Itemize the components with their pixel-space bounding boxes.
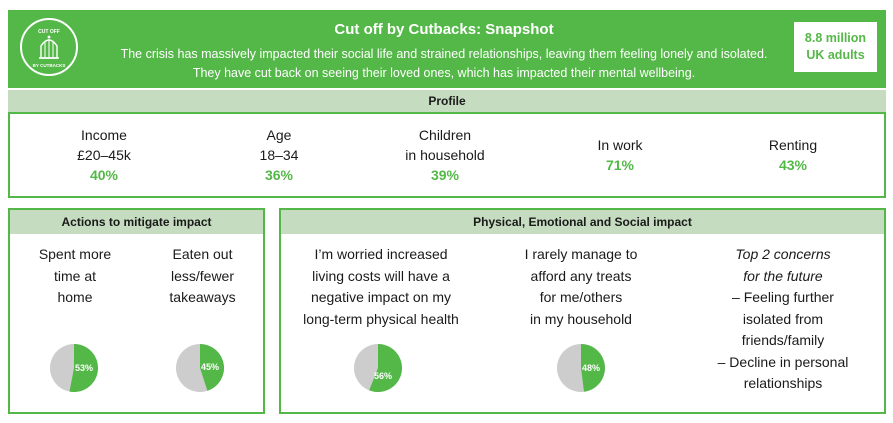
- action-text: takeaways: [169, 289, 236, 305]
- pie-percent-label: 53%: [75, 363, 94, 373]
- impact-text: I rarely manage to: [524, 246, 638, 262]
- badge-line2: UK adults: [806, 48, 865, 62]
- action-text: home: [57, 289, 93, 305]
- impact-panel: Physical, Emotional and Social impact I’…: [279, 208, 886, 414]
- impact-text: negative impact on my: [310, 289, 452, 305]
- concerns-heading: for the future: [743, 267, 823, 284]
- badge-line1: 8.8 million: [804, 31, 867, 45]
- impact-text: for me/others: [539, 289, 623, 305]
- pie-chart-home: 53%: [50, 344, 98, 392]
- pie-percent-label: 48%: [582, 363, 601, 373]
- profile-label: Children: [418, 127, 472, 143]
- actions-heading: Actions to mitigate impact: [10, 210, 263, 234]
- profile-sublabel: in household: [405, 147, 485, 163]
- action-text: less/fewer: [170, 267, 235, 284]
- action-text: Eaten out: [172, 246, 233, 262]
- profile-item-age: Age 18–34 36%: [199, 114, 359, 196]
- pie-slice: [581, 344, 605, 392]
- concern-line: isolated from: [742, 310, 824, 327]
- cage-logo-icon: CUT OFF BY CUTBACKS: [20, 18, 78, 76]
- header-banner: CUT OFF BY CUTBACKS Cut off by Cutbacks:…: [8, 10, 886, 88]
- profile-item-in-work: In work 71%: [540, 114, 700, 196]
- impact-text: long-term physical health: [303, 310, 459, 327]
- population-badge: 8.8 million UK adults: [794, 22, 877, 72]
- logo-text-bottom: BY CUTBACKS: [32, 63, 66, 68]
- concern-line: relationships: [743, 375, 823, 391]
- impact-item-physical-health: I’m worried increased living costs will …: [287, 244, 475, 330]
- action-text: time at: [53, 267, 96, 284]
- profile-value: 71%: [605, 157, 635, 173]
- page-title: Cut off by Cutbacks: Snapshot: [334, 21, 554, 38]
- profile-sublabel: 18–34: [259, 147, 299, 163]
- impact-item-treats: I rarely manage to afford any treats for…: [501, 244, 661, 330]
- concern-line: – Decline in personal: [717, 353, 849, 370]
- profile-value: 36%: [264, 167, 294, 183]
- profile-panel: Income £20–45k 40% Age 18–34 36% Childre…: [8, 112, 886, 198]
- action-item-eating-out: Eaten out less/fewer takeaways: [150, 244, 255, 309]
- profile-item-children: Children in household 39%: [365, 114, 525, 196]
- action-text: Spent more: [38, 246, 112, 262]
- actions-panel: Actions to mitigate impact Spent more ti…: [8, 208, 265, 414]
- impact-heading: Physical, Emotional and Social impact: [281, 210, 884, 234]
- profile-label: Renting: [768, 137, 818, 153]
- profile-value: 39%: [430, 167, 460, 183]
- pie-slice: [200, 344, 224, 391]
- pie-slice: [369, 344, 402, 392]
- concern-line: friends/family: [741, 332, 825, 348]
- action-item-home: Spent more time at home: [20, 244, 130, 309]
- profile-item-income: Income £20–45k 40%: [24, 114, 184, 196]
- impact-text: living costs will have a: [312, 267, 450, 284]
- impact-text: in my household: [530, 310, 632, 327]
- profile-label: In work: [597, 137, 643, 153]
- profile-sublabel: £20–45k: [77, 147, 131, 163]
- impact-text: I’m worried increased: [314, 246, 448, 262]
- profile-value: 40%: [89, 167, 119, 183]
- pie-chart-physical-health: 56%: [354, 344, 402, 392]
- impact-text: afford any treats: [530, 267, 632, 284]
- profile-label: Income: [81, 127, 127, 143]
- profile-heading: Profile: [8, 90, 886, 112]
- profile-label: Age: [266, 127, 292, 143]
- logo-text-top: CUT OFF: [38, 29, 60, 35]
- concern-line: – Feeling further: [732, 289, 834, 305]
- page-description: The crisis has massively impacted their …: [120, 47, 768, 80]
- concerns-heading: Top 2 concerns: [735, 246, 831, 262]
- profile-item-renting: Renting 43%: [713, 114, 873, 196]
- top-concerns: Top 2 concerns for the future – Feeling …: [699, 244, 867, 395]
- profile-value: 43%: [778, 157, 808, 173]
- pie-percent-label: 56%: [374, 371, 393, 381]
- pie-percent-label: 45%: [201, 362, 220, 372]
- pie-chart-eating-out: 45%: [176, 344, 224, 392]
- pie-chart-treats: 48%: [557, 344, 605, 392]
- pie-slice: [69, 344, 98, 392]
